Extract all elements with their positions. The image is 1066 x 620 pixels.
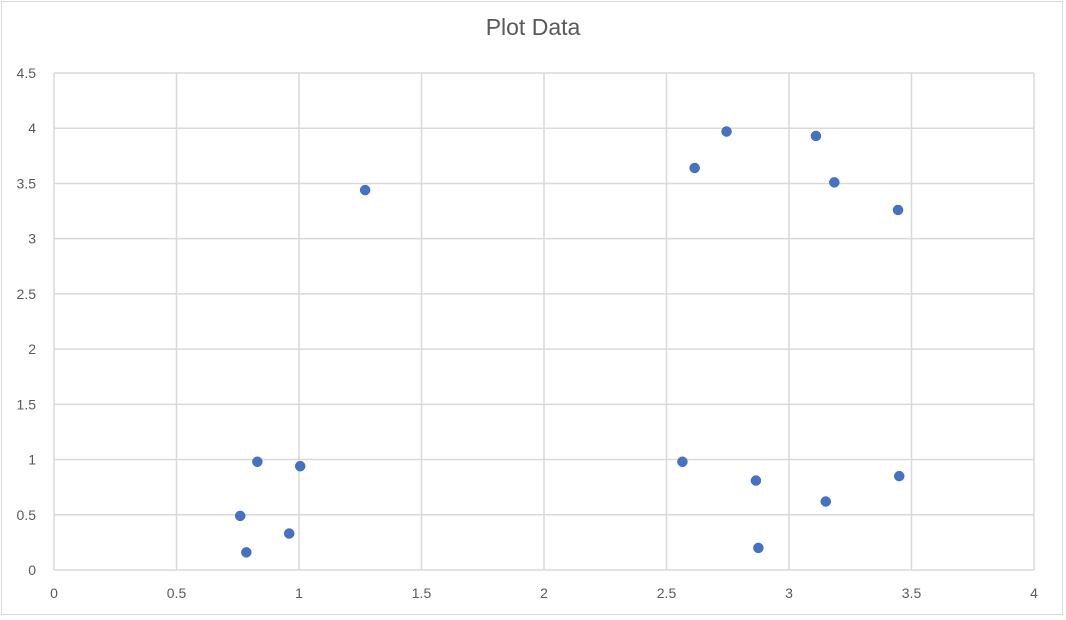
y-tick-label: 2 (28, 341, 36, 357)
data-point (810, 130, 822, 142)
y-tick-label: 4.5 (17, 65, 37, 81)
x-tick-label: 3.5 (902, 585, 922, 601)
data-point (753, 542, 764, 554)
data-point (234, 510, 246, 522)
x-tick-label: 3 (785, 585, 793, 601)
y-tick-label: 3 (28, 231, 36, 247)
x-tick-label: 2.5 (657, 585, 677, 601)
data-point (294, 460, 306, 472)
grid-lines (53, 72, 1035, 571)
data-point (241, 547, 252, 558)
data-point (359, 184, 371, 196)
x-tick-label: 1.5 (412, 585, 432, 601)
data-point (820, 496, 831, 507)
chart-title: Plot Data (485, 14, 581, 40)
data-point (894, 470, 905, 482)
y-tick-label: 3.5 (17, 175, 37, 191)
data-point (252, 456, 263, 468)
y-tick-label: 1.5 (17, 396, 37, 412)
tick-labels: 0 0.5 1 1.5 2 2.5 3 3.5 4 0 0.5 1 1.5 2 2.5 3 3.5 4 4.5 (17, 65, 1039, 601)
x-tick-label: 0.5 (167, 585, 187, 601)
data-points (234, 126, 905, 558)
data-point (892, 204, 904, 216)
x-tick-label: 1 (295, 585, 303, 601)
y-tick-label: 2.5 (17, 286, 37, 302)
y-tick-label: 0 (28, 562, 36, 578)
y-tick-label: 1 (28, 452, 36, 468)
data-point (721, 126, 732, 137)
data-point (283, 528, 295, 539)
y-tick-label: 4 (28, 120, 36, 136)
x-tick-label: 4 (1030, 585, 1038, 601)
y-tick-label: 0.5 (17, 507, 37, 523)
data-point (750, 475, 762, 486)
x-tick-label: 0 (50, 585, 58, 601)
data-point (829, 177, 840, 188)
data-point (677, 456, 688, 468)
data-point (689, 162, 700, 174)
x-tick-label: 2 (540, 585, 548, 601)
